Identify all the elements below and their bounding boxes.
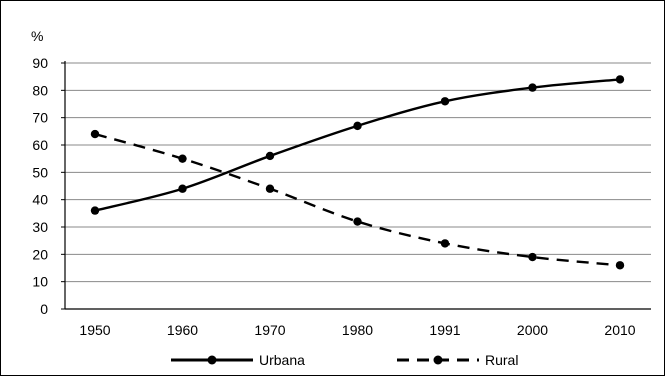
data-point-rural [528, 252, 537, 262]
y-tick-label: 60 [32, 137, 48, 153]
data-point-urbana [90, 206, 100, 215]
x-tick-label: 2000 [517, 322, 548, 338]
data-point-rural [265, 184, 275, 193]
data-point-urbana [353, 121, 362, 131]
x-tick-label: 1950 [79, 322, 110, 338]
x-tick-label: 1980 [342, 322, 373, 338]
y-tick-label: 80 [32, 82, 48, 98]
y-tick-labels: 0 10 20 30 40 50 60 70 80 90 [32, 55, 48, 317]
data-point-rural [353, 217, 362, 226]
data-point-urbana [528, 83, 537, 92]
data-point-rural [90, 129, 100, 139]
x-tick-label: 1970 [254, 322, 285, 338]
x-tick-label: 2010 [604, 322, 635, 338]
legend-label-urbana: Urbana [259, 352, 305, 368]
y-axis-label: % [31, 28, 43, 44]
gridlines [65, 62, 651, 283]
data-point-rural [178, 154, 187, 163]
data-point-urbana [265, 151, 275, 161]
y-tick-label: 50 [32, 164, 48, 180]
x-tick-labels: 1950 1960 1970 1980 1991 2000 2010 [79, 322, 635, 338]
y-tick-label: 90 [32, 55, 48, 71]
x-tick-label: 1991 [429, 322, 460, 338]
y-tick-label: 0 [40, 301, 48, 317]
legend-marker-urbana [207, 355, 217, 365]
x-tick-label: 1960 [167, 322, 198, 338]
y-tick-label: 10 [32, 274, 48, 290]
y-tick-label: 40 [32, 192, 48, 208]
series-points [90, 75, 625, 270]
y-tick-label: 20 [32, 246, 48, 262]
data-point-rural [440, 239, 450, 248]
y-tick-label: 70 [32, 110, 48, 126]
data-point-urbana [440, 97, 450, 106]
y-tick-label: 30 [32, 219, 48, 235]
data-point-urbana [178, 184, 187, 193]
legend-marker-rural [433, 355, 443, 365]
data-point-rural [615, 261, 625, 270]
data-point-urbana [615, 75, 625, 84]
legend: Urbana Rural [171, 352, 518, 368]
legend-label-rural: Rural [485, 352, 518, 368]
axes [61, 61, 651, 310]
